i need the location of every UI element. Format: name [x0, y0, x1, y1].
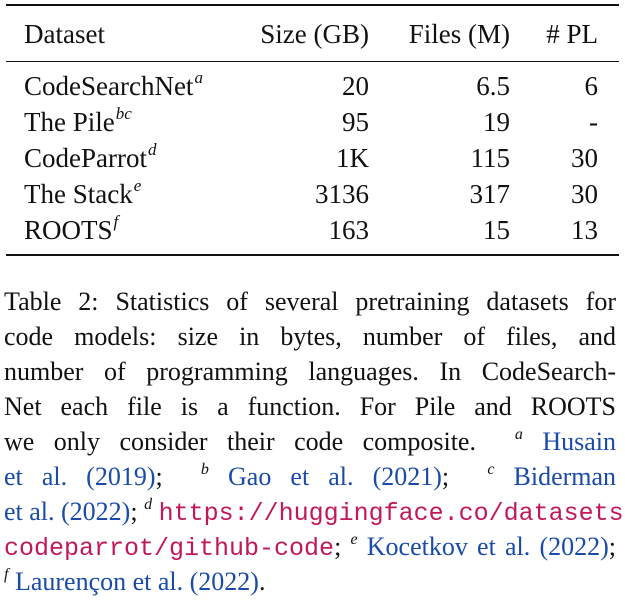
dataset-name: The Stack: [24, 179, 133, 209]
table-row-name: CodeSearchNeta: [24, 68, 203, 102]
table-row-name: ROOTSf: [24, 212, 119, 246]
table-row-name: The Stacke: [24, 176, 142, 210]
caption-line: f Laurençon et al. (2022).: [4, 564, 616, 599]
size-cell: 1K: [336, 143, 369, 173]
separator: ;: [441, 462, 450, 491]
size-cell: 3136: [315, 179, 369, 209]
table-caption: Table 2: Statistics of several pretraini…: [4, 284, 625, 599]
separator: ;: [130, 497, 138, 526]
size-cell: 163: [328, 215, 370, 245]
citation-link-biderman[interactable]: et al. (2022): [4, 497, 131, 526]
table-top-rule: [6, 4, 619, 6]
pl-cell: 13: [571, 215, 598, 245]
pl-cell: 30: [571, 143, 598, 173]
separator: ;: [608, 532, 616, 561]
caption-text: we only consider their code composite.: [4, 427, 476, 456]
table-row-name: The Pilebc: [24, 104, 132, 138]
caption-line: Net each file is a function. For Pile an…: [4, 392, 616, 421]
footnote-marker: e: [350, 531, 358, 548]
citation-link-husain[interactable]: et al. (2019): [4, 462, 156, 491]
size-cell: 95: [342, 107, 369, 137]
footnote-marker: c: [487, 461, 495, 478]
footnote-marker: a: [194, 68, 203, 87]
dataset-name: CodeParrot: [24, 143, 147, 173]
dataset-name: The Pile: [24, 107, 115, 137]
table-row-name: CodeParrotd: [24, 140, 157, 174]
header-dataset: Dataset: [24, 19, 105, 49]
table-header-rule: [6, 61, 619, 62]
citation-link-laurencon[interactable]: Laurençon et al. (2022): [14, 567, 259, 596]
url-link-codeparrot[interactable]: codeparrot/github-code: [4, 534, 335, 563]
footnote-marker: e: [133, 176, 142, 195]
separator: ;: [155, 462, 163, 491]
citation-link-kocetkov[interactable]: Kocetkov et al. (2022): [366, 532, 609, 561]
files-cell: 115: [470, 143, 511, 173]
caption-line: number of programming languages. In Code…: [4, 357, 616, 386]
caption-line: we only consider their code composite. a…: [4, 424, 616, 459]
files-cell: 317: [469, 179, 511, 209]
footnote-marker: f: [4, 566, 9, 583]
dataset-name: ROOTS: [24, 215, 113, 245]
pl-cell: 6: [584, 71, 599, 101]
size-cell: 20: [342, 71, 369, 101]
header-files: Files (M): [408, 19, 510, 49]
pl-cell: -: [589, 107, 598, 137]
footnote-marker: d: [144, 496, 153, 513]
caption-line: code models: size in bytes, number of fi…: [4, 322, 616, 351]
footnote-marker: b: [200, 461, 209, 478]
caption-line: Table 2: Statistics of several pretraini…: [4, 287, 616, 316]
footnote-marker: d: [147, 140, 157, 159]
footnote-marker: a: [514, 426, 523, 443]
separator: .: [258, 567, 266, 596]
files-cell: 19: [483, 107, 510, 137]
footnote-marker: bc: [115, 104, 132, 123]
header-size: Size (GB): [260, 19, 369, 49]
table-bottom-rule: [6, 254, 619, 256]
caption-line: codeparrot/github-code; e Kocetkov et al…: [4, 529, 616, 564]
pl-cell: 30: [571, 179, 598, 209]
paper-table-figure: Dataset Size (GB) Files (M) # PL CodeSea…: [4, 4, 625, 596]
caption-line: et al. (2022); d https://huggingface.co/…: [4, 494, 625, 529]
separator: ;: [334, 532, 342, 561]
citation-link-husain[interactable]: Husain: [542, 427, 617, 456]
files-cell: 6.5: [476, 71, 510, 101]
files-cell: 15: [483, 215, 510, 245]
dataset-name: CodeSearchNet: [24, 71, 194, 101]
header-pl: # PL: [546, 19, 598, 49]
footnote-marker: f: [113, 212, 119, 231]
citation-link-biderman[interactable]: Biderman: [513, 462, 617, 491]
url-link-codeparrot[interactable]: https://huggingface.co/datasets/: [158, 499, 625, 528]
citation-link-gao[interactable]: Gao et al. (2021): [228, 462, 442, 491]
caption-line: et al. (2019); b Gao et al. (2021); c Bi…: [4, 459, 616, 494]
